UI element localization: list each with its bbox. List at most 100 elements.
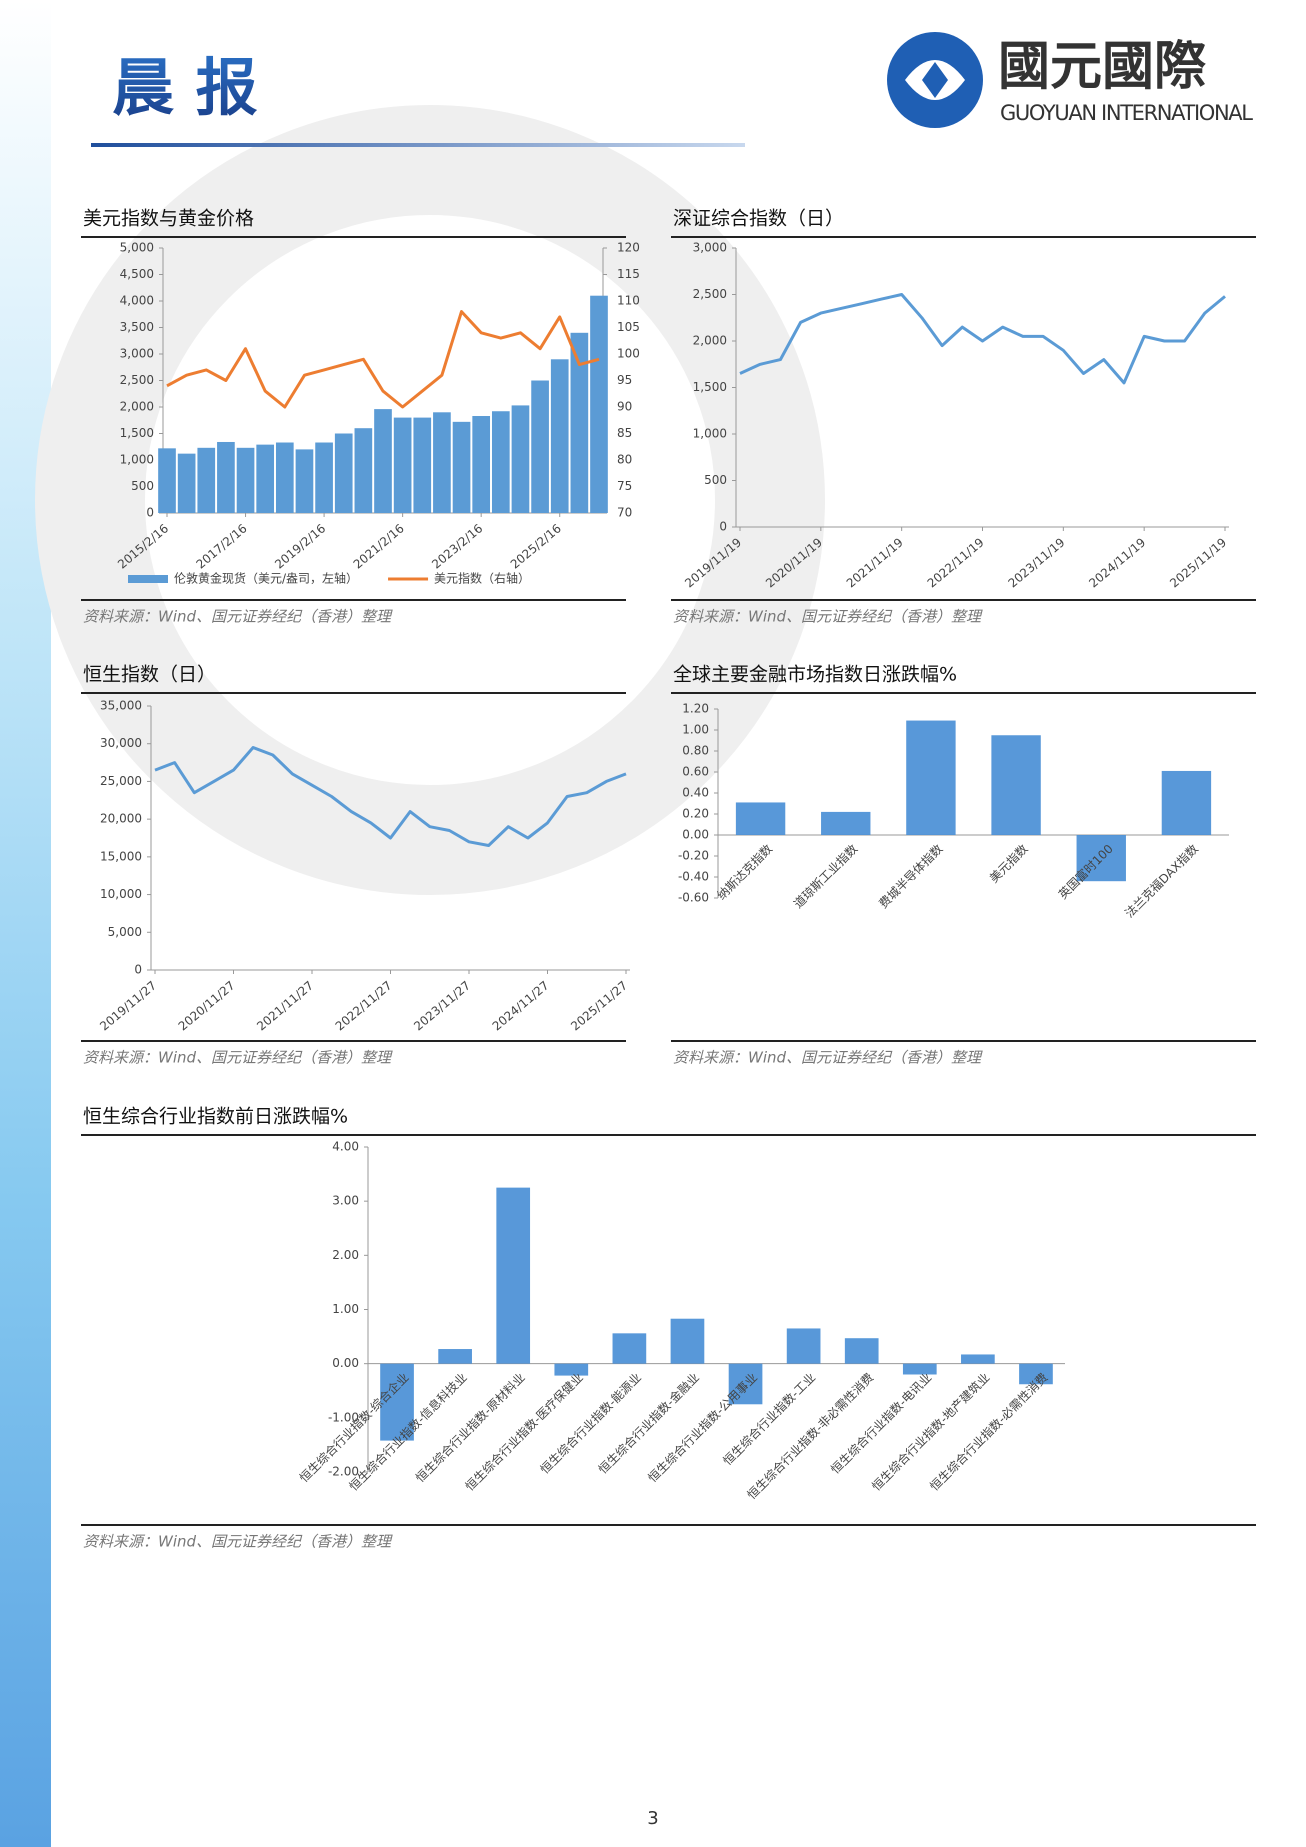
x-tick-label: 2025/2/16 <box>508 521 564 571</box>
y-tick-label: 1,000 <box>693 427 727 441</box>
bar <box>786 1328 821 1364</box>
bar <box>612 1333 647 1364</box>
bar <box>496 1187 531 1364</box>
y-tick-label: 4,000 <box>120 294 154 308</box>
y2-tick-label: 110 <box>617 294 640 308</box>
legend-label: 美元指数（右轴） <box>434 571 530 586</box>
bar <box>472 416 491 513</box>
x-tick-label: 恒生综合行业指数-金融业 <box>595 1370 702 1477</box>
y2-tick-label: 85 <box>617 426 632 440</box>
x-tick-label: 2017/2/16 <box>194 521 250 571</box>
x-tick-label: 恒生综合行业指数-公用事业 <box>645 1370 761 1486</box>
source-note: 资料来源：Wind、国元证券经纪（香港）整理 <box>83 608 393 626</box>
y-tick-label: 1,000 <box>120 453 154 467</box>
bar <box>295 449 314 513</box>
bar <box>315 442 333 513</box>
y-tick-label: 5,000 <box>108 925 142 939</box>
source-note: 资料来源：Wind、国元证券经纪（香港）整理 <box>83 1049 393 1067</box>
x-tick-label: 2020/11/27 <box>176 978 238 1033</box>
chart-title: 恒生综合行业指数前日涨跌幅% <box>83 1106 348 1128</box>
y-tick-label: 4,500 <box>120 267 154 281</box>
y-tick-label: 1.20 <box>682 702 709 716</box>
title-rule <box>91 143 745 147</box>
y-tick-label: 0 <box>146 506 154 520</box>
y-tick-label: 0 <box>134 963 142 977</box>
x-tick-label: 2023/11/27 <box>411 978 473 1033</box>
y-tick-label: 1,500 <box>120 426 154 440</box>
bar <box>511 405 530 513</box>
line <box>154 746 627 847</box>
y-tick-label: 0.60 <box>682 765 709 779</box>
y2-tick-label: 120 <box>617 241 640 255</box>
bar <box>902 1363 937 1375</box>
bar <box>550 359 569 513</box>
y-tick-label: 3,000 <box>693 241 727 255</box>
legend-swatch <box>128 575 168 583</box>
x-tick-label: 2021/11/19 <box>844 535 906 590</box>
bar <box>433 412 451 513</box>
y-tick-label: -2.00 <box>328 1465 359 1479</box>
x-tick-label: 恒生综合行业指数-地产建筑业 <box>868 1370 992 1494</box>
x-tick-label: 2019/2/16 <box>272 521 328 571</box>
y-tick-label: 1.00 <box>332 1302 359 1316</box>
y-tick-label: 2,500 <box>120 373 154 387</box>
y-tick-label: 0.80 <box>682 744 709 758</box>
x-tick-label: 2025/11/19 <box>1167 535 1229 590</box>
bar <box>961 1354 995 1364</box>
y-tick-label: 3,000 <box>120 347 154 361</box>
y2-tick-label: 105 <box>617 320 640 334</box>
source-note: 资料来源：Wind、国元证券经纪（香港）整理 <box>673 1049 983 1067</box>
bar <box>1161 770 1212 835</box>
bar <box>256 444 275 513</box>
y-tick-label: 3,500 <box>120 320 154 334</box>
bar <box>570 332 589 513</box>
y-tick-label: 2,500 <box>693 287 727 301</box>
bar <box>1076 835 1126 882</box>
chart-title: 深证综合指数（日） <box>673 208 844 230</box>
y-tick-label: 5,000 <box>120 241 154 255</box>
x-tick-label: 2025/11/27 <box>568 978 630 1033</box>
line <box>739 293 1226 385</box>
source-note: 资料来源：Wind、国元证券经纪（香港）整理 <box>83 1533 393 1551</box>
y-tick-label: 3.00 <box>332 1194 359 1208</box>
y2-tick-label: 100 <box>617 347 640 361</box>
bar <box>438 1349 472 1364</box>
y-tick-label: 30,000 <box>100 736 142 750</box>
y-tick-label: 25,000 <box>100 774 142 788</box>
y-tick-label: 10,000 <box>100 887 142 901</box>
bar <box>334 433 353 513</box>
y-tick-label: 0.40 <box>682 786 709 800</box>
bar <box>821 811 871 835</box>
x-tick-label: 法兰克福DAX指数 <box>1121 841 1201 921</box>
x-tick-label: 恒生综合行业指数-能源业 <box>537 1370 644 1477</box>
x-tick-label: 2024/11/19 <box>1086 535 1148 590</box>
chart-title: 美元指数与黄金价格 <box>83 208 254 230</box>
y-tick-label: 20,000 <box>100 812 142 826</box>
bar <box>531 380 549 513</box>
page-number: 3 <box>647 1808 658 1829</box>
y2-tick-label: 80 <box>617 453 632 467</box>
x-tick-label: 纳斯达克指数 <box>714 841 776 903</box>
x-tick-label: 美元指数 <box>986 841 1031 886</box>
watermark <box>35 105 825 895</box>
y-tick-label: 15,000 <box>100 849 142 863</box>
x-tick-label: 费城半导体指数 <box>875 841 945 911</box>
x-tick-label: 恒生综合行业指数-电讯业 <box>827 1370 934 1477</box>
y-tick-label: 2,000 <box>120 400 154 414</box>
bar <box>906 720 956 835</box>
x-tick-label: 道琼斯工业指数 <box>790 841 860 911</box>
bar <box>374 409 392 513</box>
x-tick-label: 恒生综合行业指数-必需性消费 <box>927 1370 1051 1494</box>
y-tick-label: 4.00 <box>332 1140 359 1154</box>
bar <box>380 1363 414 1441</box>
y-tick-label: 500 <box>704 473 727 487</box>
y-tick-label: 1,500 <box>693 380 727 394</box>
y-tick-label: -0.60 <box>678 891 709 905</box>
y-tick-label: 1.00 <box>682 723 709 737</box>
y-tick-label: -1.00 <box>328 1410 359 1424</box>
y-tick-label: 2.00 <box>332 1248 359 1262</box>
bar <box>158 448 176 513</box>
x-tick-label: 2022/11/27 <box>333 978 395 1033</box>
chart-title: 恒生指数（日） <box>83 664 216 686</box>
bar <box>735 802 786 835</box>
